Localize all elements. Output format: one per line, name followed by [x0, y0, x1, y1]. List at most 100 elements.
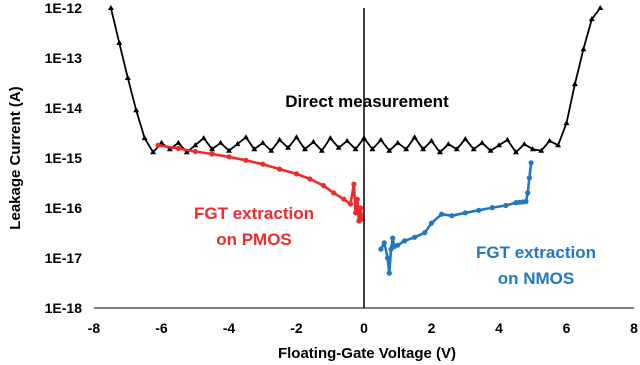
data-point-nmos — [401, 238, 408, 244]
data-point-nmos — [439, 211, 445, 217]
data-point-nmos — [395, 242, 401, 248]
x-tick-label: -2 — [290, 320, 303, 336]
data-point-nmos — [528, 160, 534, 166]
plot-area — [107, 5, 604, 276]
data-point-direct — [192, 142, 199, 148]
y-tick-label: 1E-12 — [45, 0, 83, 16]
data-point-nmos — [525, 190, 531, 196]
data-point-pmos — [307, 176, 313, 182]
data-point-direct — [335, 144, 342, 150]
data-point-direct — [521, 141, 528, 147]
data-point-direct — [259, 139, 266, 145]
data-point-pmos — [320, 183, 327, 189]
data-point-direct — [369, 146, 376, 152]
data-point-direct — [209, 146, 216, 152]
data-point-direct — [504, 136, 511, 142]
data-point-direct — [200, 135, 207, 141]
data-point-nmos — [428, 220, 435, 226]
data-point-direct — [453, 146, 460, 152]
data-point-pmos — [353, 210, 359, 216]
data-point-direct — [580, 46, 587, 52]
axes: -8 -6 -4 -2 0 2 4 6 8 1E-18 1E-17 1E-16 1E-15 1E-14 1E… — [45, 0, 638, 336]
data-point-direct — [403, 146, 410, 152]
data-point-direct — [166, 146, 173, 152]
data-point-direct — [538, 147, 545, 153]
data-point-direct — [555, 142, 562, 148]
data-point-direct — [124, 74, 131, 80]
data-point-direct — [571, 81, 578, 87]
annotation-pmos-line1: FGT extraction — [194, 204, 314, 223]
data-point-pmos — [192, 148, 198, 155]
x-tick-label: 4 — [495, 320, 503, 336]
data-point-direct — [242, 134, 249, 140]
x-tick-label: -6 — [155, 320, 168, 336]
y-tick-label: 1E-17 — [45, 250, 83, 266]
data-point-direct — [479, 139, 486, 145]
data-point-nmos — [462, 210, 468, 216]
data-point-direct — [546, 137, 553, 143]
annotation-pmos-line2: on PMOS — [216, 230, 292, 249]
data-point-direct — [563, 120, 570, 126]
data-point-direct — [377, 136, 384, 142]
data-point-direct — [268, 147, 275, 153]
y-axis-title: Leakage Current (A) — [7, 86, 24, 229]
data-point-pmos — [347, 201, 354, 207]
y-tick-label: 1E-14 — [45, 100, 83, 116]
data-point-direct — [420, 146, 427, 152]
data-point-direct — [352, 146, 359, 152]
data-point-direct — [487, 147, 494, 153]
data-point-direct — [344, 137, 351, 143]
data-point-pmos — [277, 166, 283, 172]
data-point-nmos — [523, 198, 529, 205]
data-point-direct — [141, 135, 148, 141]
data-point-nmos — [489, 205, 495, 211]
data-point-nmos — [381, 240, 387, 246]
data-point-pmos — [341, 196, 347, 202]
data-point-pmos — [243, 157, 249, 163]
data-point-direct — [327, 135, 334, 141]
data-point-direct — [394, 139, 401, 145]
data-point-pmos — [155, 142, 161, 148]
data-point-direct — [310, 138, 317, 144]
data-point-direct — [226, 147, 232, 153]
data-point-direct — [428, 137, 435, 143]
data-point-nmos — [386, 270, 392, 276]
data-point-direct — [293, 134, 300, 140]
data-point-direct — [175, 139, 182, 145]
data-point-direct — [445, 141, 452, 147]
data-point-nmos — [526, 175, 533, 181]
data-point-pmos — [175, 145, 181, 152]
data-point-pmos — [331, 190, 337, 196]
data-point-direct — [217, 139, 224, 145]
series-line-direct — [110, 7, 602, 154]
data-point-nmos — [378, 246, 384, 252]
data-point-pmos — [354, 196, 360, 202]
annotation-direct-measurement: Direct measurement — [285, 92, 449, 111]
x-tick-label: 8 — [630, 320, 638, 336]
data-point-pmos — [260, 161, 266, 167]
data-point-nmos — [449, 213, 455, 219]
data-point-pmos — [226, 154, 232, 160]
data-point-direct — [301, 146, 308, 152]
data-point-direct — [386, 147, 393, 153]
data-point-direct — [318, 147, 325, 153]
data-point-nmos — [476, 207, 482, 213]
data-point-direct — [183, 149, 190, 155]
y-tick-label: 1E-18 — [45, 300, 83, 316]
data-point-nmos — [412, 234, 418, 240]
x-tick-label: 0 — [360, 320, 368, 336]
data-point-pmos — [358, 205, 364, 211]
data-point-direct — [512, 149, 519, 155]
y-tick-label: 1E-15 — [45, 150, 83, 166]
data-point-pmos — [209, 151, 215, 157]
x-tick-label: -4 — [223, 320, 236, 336]
data-point-direct — [285, 144, 292, 150]
data-point-direct — [276, 136, 283, 142]
annotation-nmos-line1: FGT extraction — [476, 243, 596, 262]
y-tick-label: 1E-13 — [45, 50, 83, 66]
x-tick-label: 6 — [563, 320, 571, 336]
data-point-pmos — [351, 181, 357, 187]
data-point-direct — [597, 5, 604, 10]
data-point-direct — [496, 142, 502, 148]
